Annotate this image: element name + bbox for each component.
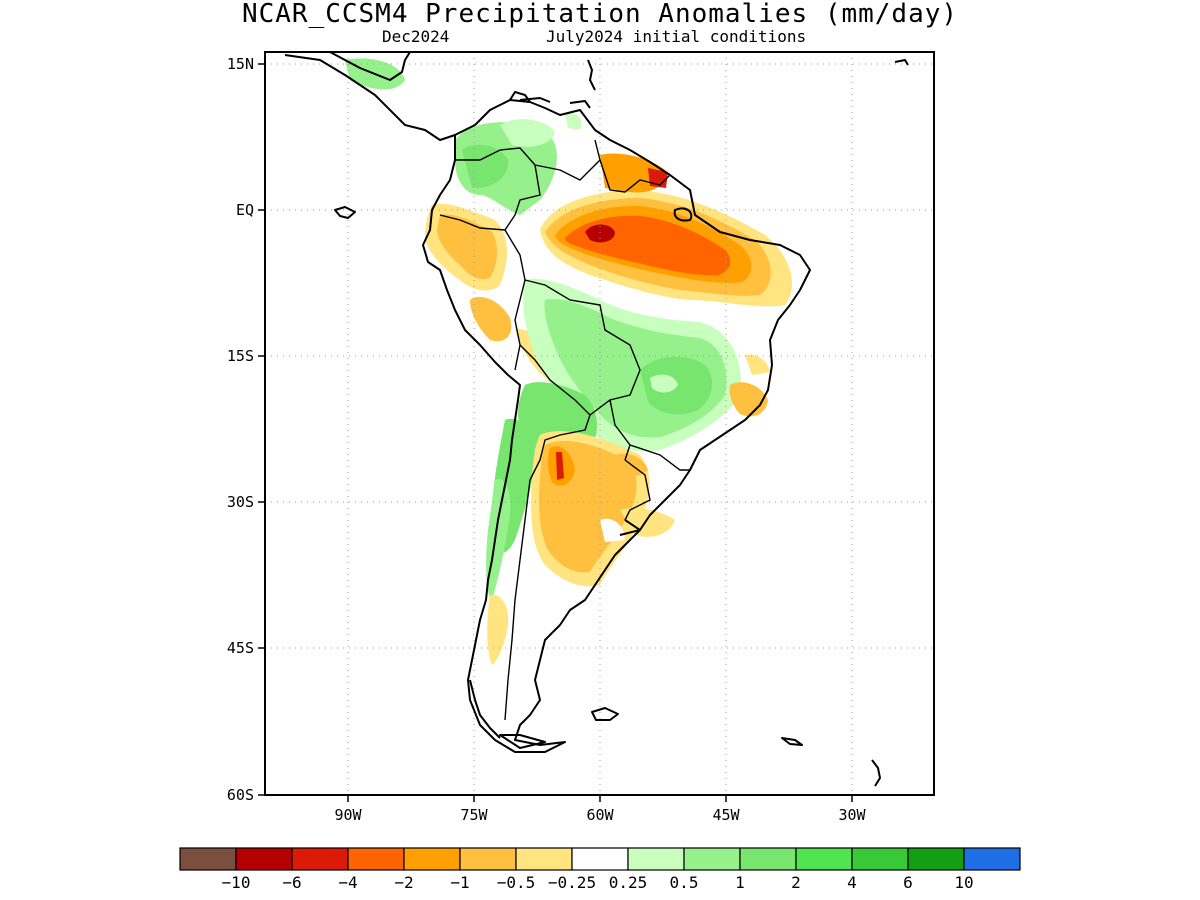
colorbar-swatch: [963, 847, 1021, 871]
country-borders: [439, 139, 690, 721]
colorbar-swatch: [235, 847, 293, 871]
colorbar-label: 1: [735, 873, 745, 892]
colorbar-label: 0.5: [670, 873, 699, 892]
colorbar-swatch: [907, 847, 965, 871]
lon-label: 60W: [586, 806, 614, 824]
colorbar-label: −4: [338, 873, 357, 892]
colorbar-swatch: [683, 847, 741, 871]
colorbar-swatch: [179, 847, 237, 871]
colorbar-label: 0.25: [609, 873, 648, 892]
lon-label: 30W: [838, 806, 866, 824]
colorbar-label: −2: [394, 873, 413, 892]
latitude-labels: 15N EQ 15S 30S 45S 60S: [227, 55, 254, 804]
colorbar-label: 10: [954, 873, 973, 892]
colorbar-swatch: [515, 847, 573, 871]
lat-label: 45S: [227, 639, 254, 657]
lat-label: 15N: [227, 55, 254, 73]
colorbar-label: −10: [222, 873, 251, 892]
colorbar-label: 6: [903, 873, 913, 892]
lat-label: 60S: [227, 786, 254, 804]
central-america-coast: [284, 54, 456, 141]
south-america-coast: [422, 99, 811, 753]
colorbar-label: −6: [282, 873, 301, 892]
colorbar-swatch: [571, 847, 629, 871]
lat-label: 15S: [227, 347, 254, 365]
anomaly-shading: [345, 58, 793, 665]
coastlines: [284, 52, 909, 787]
map-title: NCAR_CCSM4 Precipitation Anomalies (mm/d…: [241, 0, 959, 29]
initial-conditions: July2024 initial conditions: [546, 27, 807, 46]
axis-ticks: [258, 63, 853, 802]
lat-label: EQ: [236, 201, 254, 219]
lat-label: 30S: [227, 493, 254, 511]
colorbar-label: −0.5: [497, 873, 536, 892]
central-america-coast-north: [329, 52, 411, 81]
lon-label: 90W: [334, 806, 362, 824]
colorbar-swatch: [347, 847, 405, 871]
colorbar-swatch: [459, 847, 517, 871]
lon-label: 45W: [712, 806, 740, 824]
colorbar: [179, 847, 1021, 871]
colorbar-label: 2: [791, 873, 801, 892]
colorbar-swatch: [739, 847, 797, 871]
colorbar-label: −1: [450, 873, 469, 892]
colorbar-labels: −10 −6 −4 −2 −1 −0.5 −0.25 0.25 0.5 1 2 4 6 10: [222, 873, 974, 892]
colorbar-label: 4: [847, 873, 857, 892]
longitude-labels: 90W 75W 60W 45W 30W: [334, 806, 866, 824]
colorbar-label: −0.25: [548, 873, 596, 892]
colorbar-swatch: [851, 847, 909, 871]
colorbar-swatch: [403, 847, 461, 871]
colorbar-swatch: [627, 847, 685, 871]
colorbar-swatch: [795, 847, 853, 871]
lon-label: 75W: [460, 806, 488, 824]
forecast-month: Dec2024: [382, 27, 450, 46]
colorbar-swatch: [291, 847, 349, 871]
